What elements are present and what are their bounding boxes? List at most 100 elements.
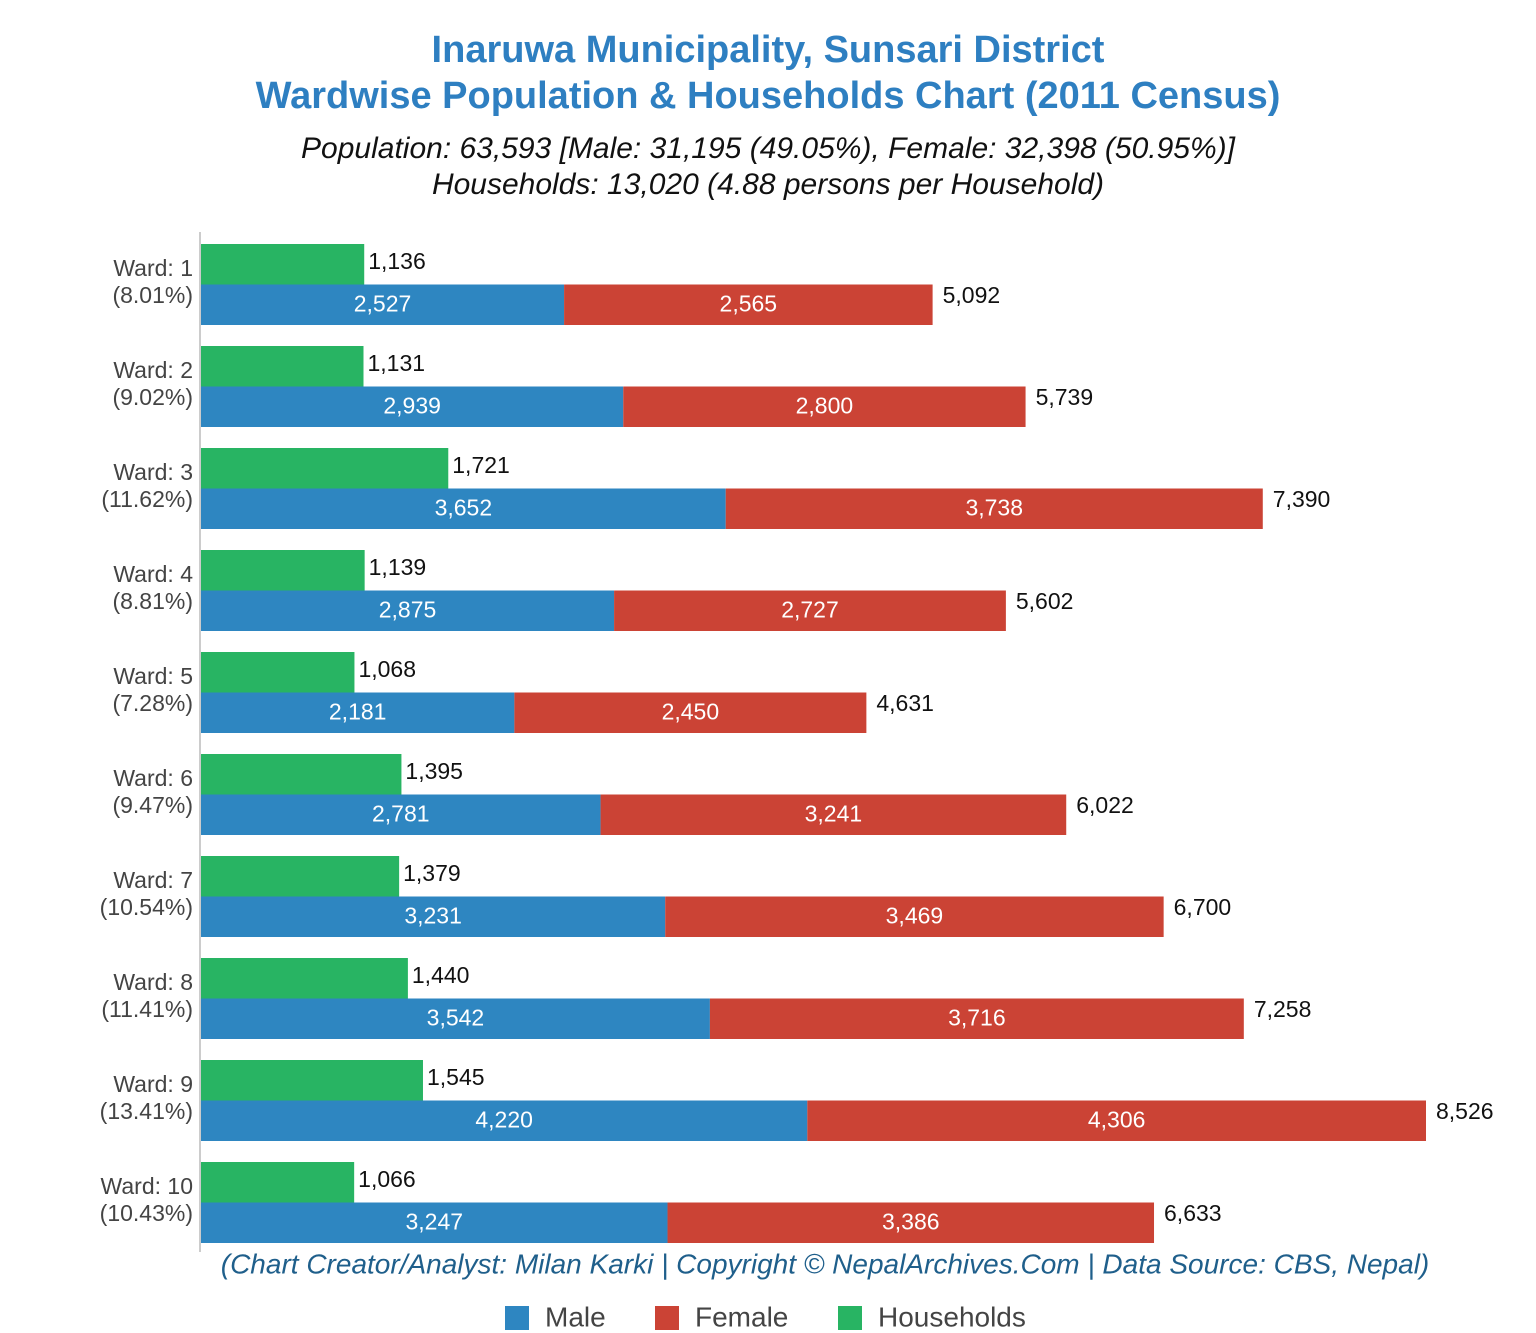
population-bar bbox=[201, 692, 515, 733]
category-share: (10.43%) bbox=[100, 1200, 193, 1226]
data-label: 4,306 bbox=[1088, 1107, 1146, 1133]
data-label: 1,395 bbox=[405, 758, 463, 784]
data-label: 3,652 bbox=[435, 495, 493, 521]
chart-title: Inaruwa Municipality, Sunsari District bbox=[432, 29, 1105, 71]
total-label: 6,633 bbox=[1164, 1200, 1222, 1226]
category-label: Ward: 9 bbox=[113, 1071, 193, 1097]
data-label: 1,136 bbox=[368, 248, 426, 274]
total-label: 7,258 bbox=[1254, 996, 1312, 1022]
data-label: 3,231 bbox=[404, 903, 462, 929]
category-share: (9.02%) bbox=[112, 384, 193, 410]
category-label: Ward: 3 bbox=[113, 459, 193, 485]
population-bar bbox=[667, 1202, 1155, 1243]
population-bar bbox=[623, 386, 1026, 427]
legend-label: Households bbox=[878, 1301, 1026, 1332]
category-label: Ward: 6 bbox=[113, 765, 193, 791]
data-label: 1,139 bbox=[369, 554, 427, 580]
total-label: 5,602 bbox=[1016, 588, 1074, 614]
data-label: 3,241 bbox=[805, 801, 863, 827]
category-share: (11.41%) bbox=[101, 996, 193, 1022]
category-share: (7.28%) bbox=[112, 690, 193, 716]
population-bar bbox=[201, 794, 601, 835]
household-bar bbox=[201, 1060, 423, 1101]
data-label: 1,721 bbox=[452, 452, 510, 478]
population-bar bbox=[201, 998, 710, 1039]
population-bar bbox=[725, 488, 1263, 529]
population-bar bbox=[201, 1202, 668, 1243]
household-bar bbox=[201, 346, 364, 387]
data-label: 1,068 bbox=[358, 656, 416, 682]
data-label: 2,565 bbox=[720, 291, 778, 317]
population-bar bbox=[564, 284, 933, 325]
total-label: 5,092 bbox=[943, 282, 1001, 308]
household-bar bbox=[201, 856, 400, 897]
population-bar bbox=[201, 488, 726, 529]
population-bar bbox=[614, 590, 1006, 631]
data-label: 2,727 bbox=[781, 597, 839, 623]
category-label: Ward: 7 bbox=[113, 867, 193, 893]
household-bar bbox=[201, 652, 355, 693]
household-bar bbox=[201, 754, 402, 795]
population-bar bbox=[201, 386, 624, 427]
data-label: 4,220 bbox=[475, 1107, 533, 1133]
total-label: 5,739 bbox=[1036, 384, 1094, 410]
category-share: (11.62%) bbox=[101, 486, 193, 512]
category-label: Ward: 8 bbox=[113, 969, 193, 995]
footer-note: (Chart Creator/Analyst: Milan Karki | Co… bbox=[221, 1248, 1430, 1279]
population-bar bbox=[807, 1100, 1426, 1141]
category-label: Ward: 2 bbox=[113, 357, 193, 383]
data-label: 3,542 bbox=[427, 1005, 485, 1031]
category-label: Ward: 4 bbox=[113, 561, 193, 587]
data-label: 3,716 bbox=[948, 1005, 1006, 1031]
data-label: 1,440 bbox=[412, 962, 470, 988]
data-label: 3,247 bbox=[405, 1209, 463, 1235]
household-bar bbox=[201, 244, 365, 285]
data-label: 1,545 bbox=[427, 1064, 485, 1090]
data-label: 1,379 bbox=[403, 860, 461, 886]
category-label: Ward: 5 bbox=[113, 663, 193, 689]
total-label: 6,022 bbox=[1076, 792, 1134, 818]
population-bar bbox=[709, 998, 1244, 1039]
chart-title: Wardwise Population & Households Chart (… bbox=[256, 75, 1281, 117]
population-bar bbox=[201, 896, 666, 937]
data-label: 1,131 bbox=[368, 350, 426, 376]
category-share: (13.41%) bbox=[100, 1098, 193, 1124]
chart-subtitle: Households: 13,020 (4.88 persons per Hou… bbox=[432, 168, 1104, 201]
household-bar bbox=[201, 550, 365, 591]
household-bar bbox=[201, 1162, 355, 1203]
data-label: 2,800 bbox=[796, 393, 854, 419]
data-label: 2,875 bbox=[379, 597, 437, 623]
population-bar bbox=[201, 590, 615, 631]
total-label: 6,700 bbox=[1174, 894, 1232, 920]
data-label: 3,386 bbox=[882, 1209, 940, 1235]
data-label: 1,066 bbox=[358, 1166, 416, 1192]
total-label: 8,526 bbox=[1436, 1098, 1494, 1124]
population-bar bbox=[665, 896, 1164, 937]
category-share: (8.01%) bbox=[112, 282, 193, 308]
population-bar bbox=[201, 1100, 808, 1141]
category-label: Ward: 10 bbox=[101, 1173, 193, 1199]
population-bar bbox=[201, 284, 565, 325]
data-label: 2,939 bbox=[383, 393, 441, 419]
data-label: 3,738 bbox=[965, 495, 1023, 521]
legend-swatch bbox=[838, 1306, 862, 1330]
category-share: (10.54%) bbox=[100, 894, 193, 920]
data-label: 2,181 bbox=[329, 699, 387, 725]
legend-label: Male bbox=[545, 1301, 606, 1332]
category-label: Ward: 1 bbox=[113, 255, 193, 281]
data-label: 2,781 bbox=[372, 801, 430, 827]
chart-subtitle: Population: 63,593 [Male: 31,195 (49.05%… bbox=[301, 132, 1236, 165]
category-share: (9.47%) bbox=[112, 792, 193, 818]
total-label: 4,631 bbox=[876, 690, 934, 716]
category-share: (8.81%) bbox=[112, 588, 193, 614]
legend-swatch bbox=[505, 1306, 529, 1330]
household-bar bbox=[201, 448, 449, 489]
household-bar bbox=[201, 958, 408, 999]
population-bar bbox=[600, 794, 1067, 835]
data-label: 2,450 bbox=[662, 699, 720, 725]
legend-swatch bbox=[655, 1306, 679, 1330]
population-bar bbox=[514, 692, 867, 733]
data-label: 2,527 bbox=[354, 291, 412, 317]
legend-label: Female bbox=[695, 1301, 788, 1332]
